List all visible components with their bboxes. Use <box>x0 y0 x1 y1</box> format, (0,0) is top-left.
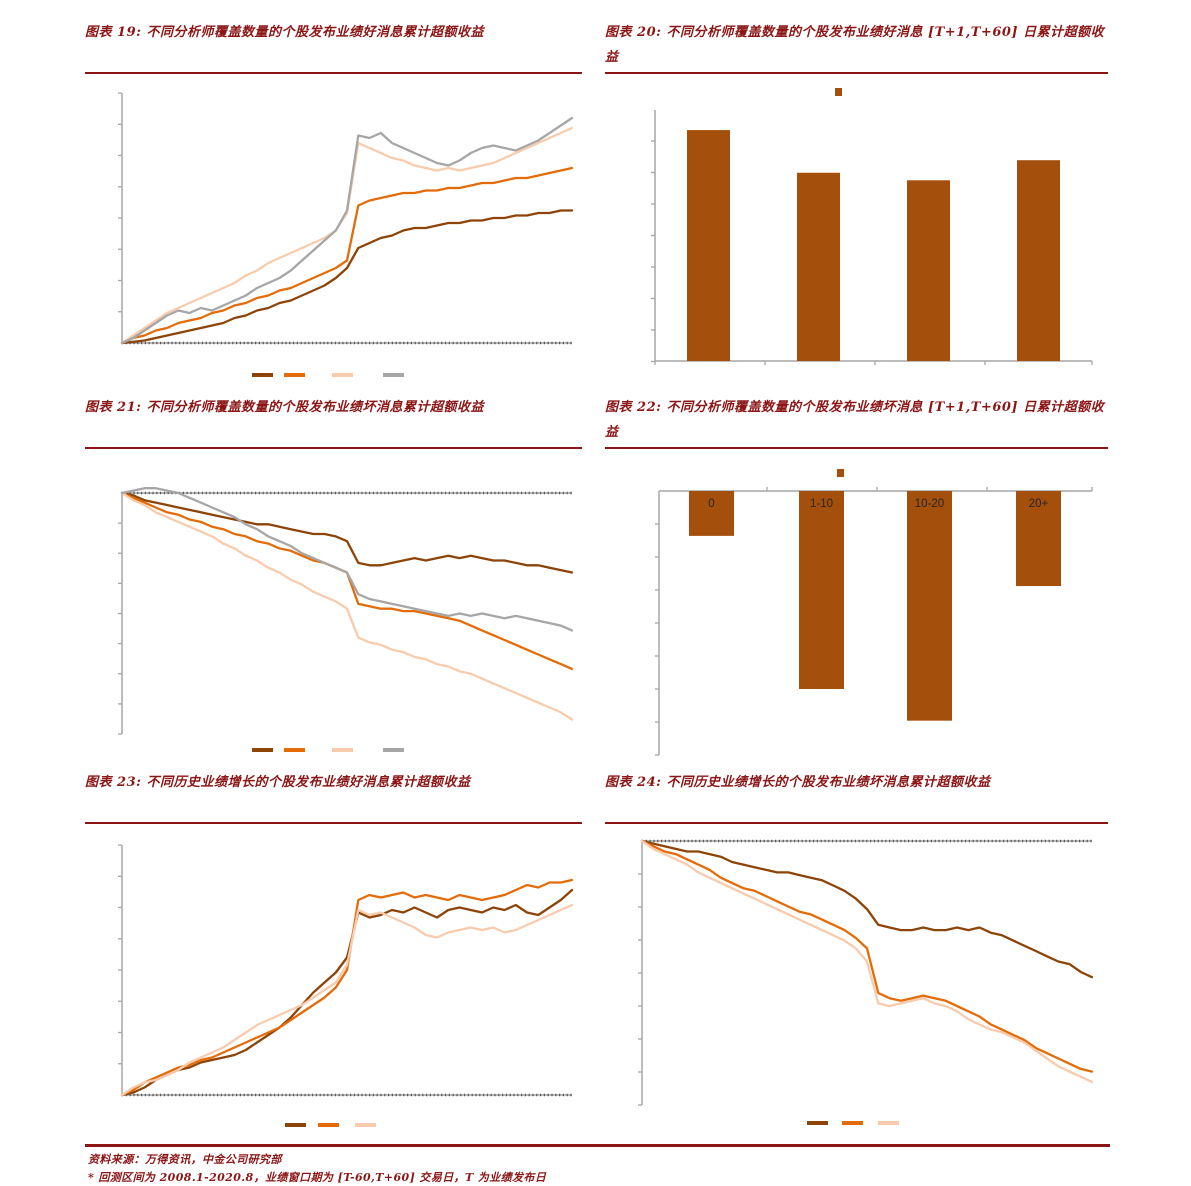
figure-20-title: 图表 20: 不同分析师覆盖数量的个股发布业绩好消息 [T+1,T+60] 日累… <box>605 25 1105 65</box>
figure-24-title-rule <box>605 822 1108 824</box>
series-line-dark-brown <box>120 888 574 1097</box>
figure-23-title-rule <box>85 822 582 824</box>
legend-swatch-dark-brown <box>285 1123 306 1127</box>
chart-canvas-figure-22: 0 1-10 10-20 20+ <box>655 469 1093 756</box>
legend-swatch-dark-brown <box>252 373 273 377</box>
legend-swatch-peach <box>332 748 353 752</box>
bar-col2 <box>797 172 840 361</box>
chart-canvas-figure-20 <box>651 88 1093 365</box>
legend-swatch-square <box>835 88 842 96</box>
figure-21: 图表 21: 不同分析师覆盖数量的个股发布业绩坏消息累计超额收益 <box>85 395 582 763</box>
bar-col1 <box>687 130 730 361</box>
legend-swatch-dark-brown <box>252 748 273 752</box>
series-line-orange <box>120 166 574 345</box>
chart-canvas-figure-19 <box>118 92 574 377</box>
figure-19-title-rule <box>85 72 582 74</box>
figure-24: 图表 24: 不同历史业绩增长的个股发布业绩坏消息累计超额收益 <box>605 770 1108 1138</box>
figure-21-title: 图表 21: 不同分析师覆盖数量的个股发布业绩坏消息累计超额收益 <box>85 400 484 415</box>
series-line-orange <box>120 878 574 1097</box>
series-line-peach <box>120 903 574 1097</box>
legend-swatch-gray <box>383 373 404 377</box>
legend-swatch-dark-brown <box>807 1121 828 1125</box>
legend-swatch-square <box>837 469 844 477</box>
legend-swatch-peach <box>332 373 353 377</box>
figure-23: 图表 23: 不同历史业绩增长的个股发布业绩好消息累计超额收益 <box>85 770 582 1138</box>
legend-swatch-orange <box>842 1121 863 1125</box>
bar-category-label: 20+ <box>1029 498 1049 510</box>
series-line-orange <box>120 491 574 671</box>
chart-canvas-figure-21 <box>118 487 574 752</box>
figure-22-title-rule <box>605 447 1108 449</box>
figure-22: 图表 22: 不同分析师覆盖数量的个股发布业绩坏消息 [T+1,T+60] 日累… <box>605 395 1108 768</box>
bar-col3 <box>907 180 950 361</box>
legend-swatch-orange <box>318 1123 339 1127</box>
bar-category-label: 10-20 <box>915 498 944 510</box>
bar-category-label: 0 <box>708 498 714 510</box>
legend-swatch-peach <box>878 1121 899 1125</box>
figure-21-title-rule <box>85 447 582 449</box>
series-line-dark-brown <box>120 491 574 574</box>
footer-divider-rule <box>85 1144 1110 1147</box>
legend-swatch-orange <box>284 748 305 752</box>
bar-20+ <box>1016 491 1061 587</box>
series-line-dark-brown <box>640 839 1094 979</box>
chart-canvas-figure-24 <box>638 839 1094 1125</box>
legend-swatch-peach <box>355 1123 376 1127</box>
series-line-orange <box>640 839 1094 1073</box>
series-line-peach <box>120 491 574 721</box>
bar-0 <box>689 491 734 536</box>
footer-source-text: 资料来源：万得资讯，中金公司研究部 <box>88 1153 282 1166</box>
bar-category-label: 1-10 <box>810 498 833 510</box>
figure-22-title: 图表 22: 不同分析师覆盖数量的个股发布业绩坏消息 [T+1,T+60] 日累… <box>605 400 1105 440</box>
series-line-peach <box>120 126 574 345</box>
bar-1-10 <box>799 491 844 689</box>
figure-24-title: 图表 24: 不同历史业绩增长的个股发布业绩坏消息累计超额收益 <box>605 775 991 790</box>
chart-canvas-figure-23 <box>118 844 574 1127</box>
figure-19-title: 图表 19: 不同分析师覆盖数量的个股发布业绩好消息累计超额收益 <box>85 25 484 40</box>
bar-10-20 <box>907 491 952 721</box>
series-line-gray <box>120 487 574 632</box>
legend-swatch-gray <box>383 748 404 752</box>
series-line-peach <box>640 839 1094 1084</box>
legend-swatch-orange <box>284 373 305 377</box>
bar-col4 <box>1017 160 1060 361</box>
figure-20: 图表 20: 不同分析师覆盖数量的个股发布业绩好消息 [T+1,T+60] 日累… <box>605 20 1108 393</box>
series-line-gray <box>120 116 574 345</box>
footer-backtest-note: * 回测区间为 2008.1-2020.8，业绩窗口期为 [T-60,T+60]… <box>88 1171 547 1184</box>
series-line-dark-brown <box>120 209 574 345</box>
figure-20-title-rule <box>605 72 1108 74</box>
figure-19: 图表 19: 不同分析师覆盖数量的个股发布业绩好消息累计超额收益 <box>85 20 582 388</box>
figure-23-title: 图表 23: 不同历史业绩增长的个股发布业绩好消息累计超额收益 <box>85 775 471 790</box>
